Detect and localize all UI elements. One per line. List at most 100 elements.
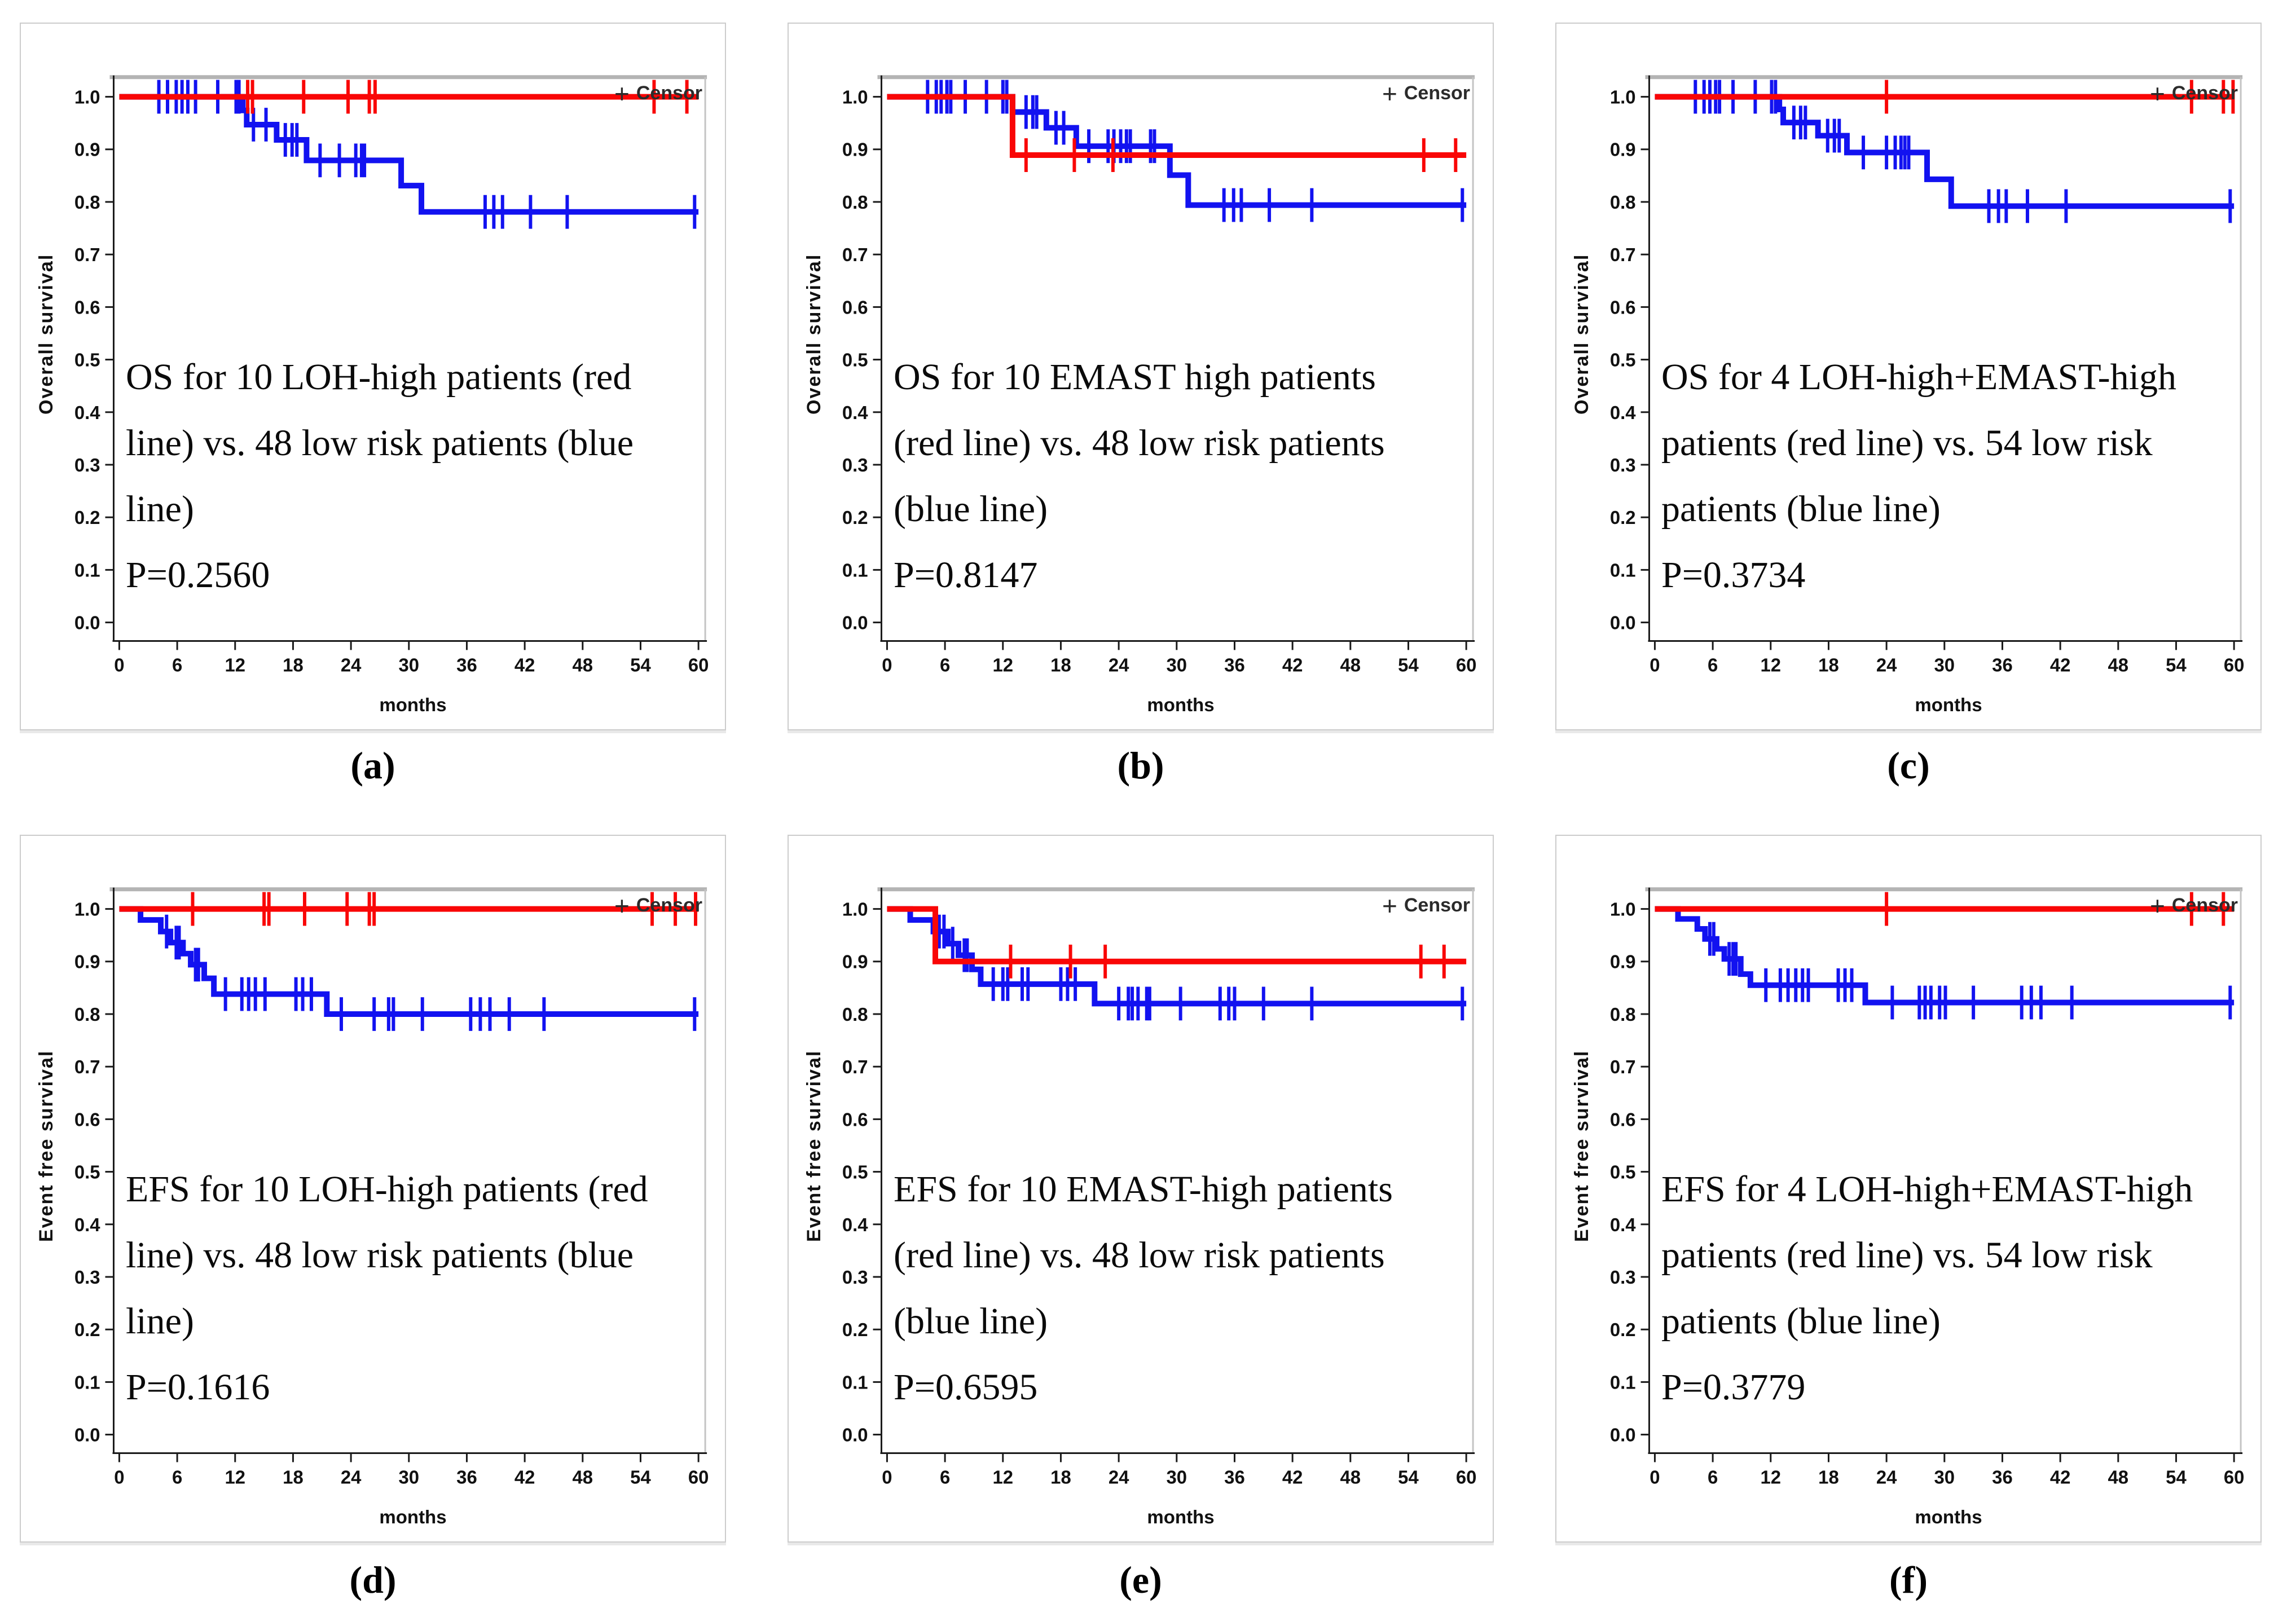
panel-caption: OS for 10 LOH-high patients (red line) v…: [126, 344, 707, 608]
svg-text:12: 12: [992, 654, 1013, 675]
svg-text:0.2: 0.2: [842, 507, 868, 528]
svg-text:0.9: 0.9: [842, 139, 868, 160]
svg-text:0.3: 0.3: [842, 455, 868, 475]
x-axis-label: months: [379, 1506, 447, 1527]
caption-line: EFS for 4 LOH-high+EMAST-high: [1661, 1169, 2193, 1210]
svg-text:42: 42: [2050, 654, 2071, 675]
caption-line: patients (blue line): [1661, 488, 1941, 530]
svg-text:0.4: 0.4: [842, 1214, 868, 1235]
svg-text:0.8: 0.8: [74, 1004, 100, 1025]
censor-plus-icon: +: [2149, 891, 2165, 920]
svg-text:6: 6: [1708, 654, 1718, 675]
panel-e-card: 1.0 0.9 0.8 0.7 0.6 0.5 0.4 0.3 0.2 0.1 0.0 0 6 12 18 2…: [788, 835, 1494, 1543]
svg-text:18: 18: [1050, 1466, 1071, 1487]
svg-text:0.1: 0.1: [1610, 1372, 1636, 1393]
svg-text:0: 0: [882, 654, 892, 675]
caption-line: EFS for 10 EMAST-high patients: [894, 1169, 1393, 1210]
svg-text:0.5: 0.5: [1610, 1162, 1636, 1183]
caption-line: (red line) vs. 48 low risk patients: [894, 1235, 1385, 1276]
svg-text:54: 54: [1398, 654, 1419, 675]
km-chart-a: 1.0 0.9 0.8 0.7 0.6 0.5 0.4 0.3 0.2 0.1 0.0 0 6 12 18 2…: [74, 75, 709, 675]
svg-text:60: 60: [1456, 1466, 1477, 1487]
svg-text:6: 6: [940, 1466, 950, 1487]
y-axis-label: Overall survival: [1571, 253, 1593, 415]
p-value: P=0.8147: [894, 554, 1038, 596]
censor-legend-label: Censor: [2171, 82, 2238, 104]
svg-text:24: 24: [1109, 654, 1129, 675]
censor-legend-label: Censor: [2171, 895, 2238, 916]
svg-text:0.7: 0.7: [842, 244, 868, 265]
svg-text:12: 12: [225, 1466, 245, 1487]
caption-line: line) vs. 48 low risk patients (blue: [126, 1235, 634, 1276]
svg-text:18: 18: [1818, 654, 1839, 675]
svg-text:48: 48: [1340, 1466, 1361, 1487]
svg-text:42: 42: [1282, 1466, 1303, 1487]
svg-text:24: 24: [341, 654, 362, 675]
caption-line: OS for 10 EMAST high patients: [894, 356, 1376, 398]
svg-text:48: 48: [2108, 1466, 2129, 1487]
caption-line: OS for 4 LOH-high+EMAST-high: [1661, 356, 2176, 398]
svg-text:0: 0: [114, 1466, 124, 1487]
svg-text:0.6: 0.6: [74, 1109, 100, 1130]
svg-text:0.7: 0.7: [1610, 1056, 1636, 1077]
svg-text:0.1: 0.1: [842, 1372, 868, 1393]
km-chart-f: 1.0 0.9 0.8 0.7 0.6 0.5 0.4 0.3 0.2 0.1 0.0 0 6 12 18 2…: [1610, 887, 2245, 1487]
censor-legend: + Censor: [1382, 893, 1470, 919]
caption-line: (blue line): [894, 488, 1048, 530]
svg-text:0.6: 0.6: [1610, 297, 1636, 318]
svg-text:0.9: 0.9: [1610, 139, 1636, 160]
x-axis-label: months: [379, 694, 447, 715]
svg-text:12: 12: [1760, 1466, 1781, 1487]
svg-text:0.5: 0.5: [74, 350, 100, 371]
panel-caption: EFS for 4 LOH-high+EMAST-high patients (…: [1661, 1156, 2242, 1420]
censor-legend: + Censor: [614, 893, 702, 919]
svg-text:0.8: 0.8: [1610, 192, 1636, 213]
panel-f-card: 1.0 0.9 0.8 0.7 0.6 0.5 0.4 0.3 0.2 0.1 0.0 0 6 12 18 2…: [1555, 835, 2262, 1543]
svg-text:0.2: 0.2: [74, 1319, 100, 1340]
svg-text:0: 0: [1650, 1466, 1660, 1487]
y-axis-label: Overall survival: [803, 253, 825, 415]
svg-text:18: 18: [283, 1466, 304, 1487]
caption-line: EFS for 10 LOH-high patients (red: [126, 1169, 648, 1210]
svg-text:30: 30: [399, 1466, 420, 1487]
svg-text:42: 42: [514, 1466, 535, 1487]
svg-text:0.4: 0.4: [74, 1214, 100, 1235]
svg-text:0.3: 0.3: [1610, 455, 1636, 475]
svg-text:0.9: 0.9: [842, 951, 868, 972]
panel-caption: EFS for 10 EMAST-high patients (red line…: [894, 1156, 1475, 1420]
censor-legend: + Censor: [614, 78, 702, 108]
svg-text:36: 36: [1992, 654, 2013, 675]
caption-line: patients (red line) vs. 54 low risk: [1661, 422, 2153, 464]
y-axis-label: Event free survival: [803, 1050, 825, 1243]
caption-line: line): [126, 1301, 194, 1342]
svg-text:0.8: 0.8: [842, 1004, 868, 1025]
svg-text:60: 60: [688, 1466, 709, 1487]
svg-text:54: 54: [1398, 1466, 1419, 1487]
censor-legend: + Censor: [2149, 891, 2238, 920]
panel-caption: EFS for 10 LOH-high patients (red line) …: [126, 1156, 707, 1420]
svg-text:36: 36: [1992, 1466, 2013, 1487]
svg-text:0.0: 0.0: [1610, 1425, 1636, 1446]
panel-letter-b: (b): [1117, 744, 1164, 787]
svg-text:60: 60: [2224, 1466, 2245, 1487]
censor-plus-icon: +: [614, 78, 630, 108]
svg-text:0.1: 0.1: [74, 559, 100, 580]
caption-line: OS for 10 LOH-high patients (red: [126, 356, 632, 398]
svg-text:1.0: 1.0: [842, 899, 868, 920]
svg-text:0.1: 0.1: [1610, 559, 1636, 580]
km-chart-c: 1.0 0.9 0.8 0.7 0.6 0.5 0.4 0.3 0.2 0.1 0.0 0 6 12 18 2…: [1610, 75, 2244, 675]
svg-text:0.4: 0.4: [74, 402, 100, 423]
svg-text:0.8: 0.8: [74, 192, 100, 213]
censor-legend: + Censor: [2150, 81, 2238, 107]
p-value: P=0.6595: [894, 1367, 1038, 1408]
svg-text:0.3: 0.3: [1610, 1267, 1636, 1288]
svg-text:0.7: 0.7: [74, 244, 100, 265]
svg-text:0.9: 0.9: [74, 139, 100, 160]
svg-text:18: 18: [1050, 654, 1071, 675]
x-axis-label: months: [1147, 694, 1215, 715]
svg-text:0.6: 0.6: [842, 1109, 868, 1130]
svg-text:0: 0: [1650, 654, 1660, 675]
censor-legend-label: Censor: [636, 895, 702, 916]
svg-text:0.2: 0.2: [74, 507, 100, 528]
svg-text:0.3: 0.3: [74, 455, 100, 475]
